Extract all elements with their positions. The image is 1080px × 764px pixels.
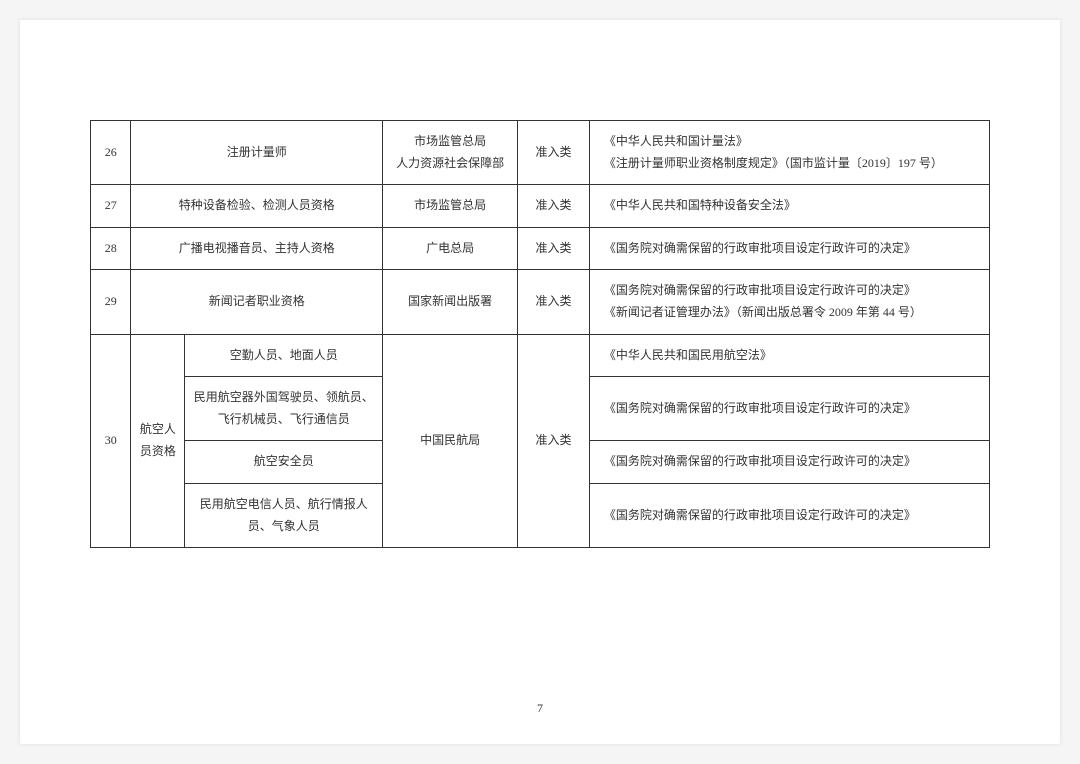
table-row: 26 注册计量师 市场监管总局人力资源社会保障部 准入类 《中华人民共和国计量法… (91, 121, 990, 185)
cell-sub-name: 民用航空器外国驾驶员、领航员、飞行机械员、飞行通信员 (185, 377, 383, 441)
cell-basis: 《国务院对确需保留的行政审批项目设定行政许可的决定》 (589, 483, 989, 547)
cell-dept: 市场监管总局人力资源社会保障部 (383, 121, 518, 185)
cell-basis: 《中华人民共和国民用航空法》 (589, 334, 989, 377)
cell-dept: 市场监管总局 (383, 185, 518, 228)
cell-num: 27 (91, 185, 131, 228)
cell-type: 准入类 (518, 334, 590, 548)
cell-group-name: 航空人员资格 (131, 334, 185, 548)
cell-sub-name: 空勤人员、地面人员 (185, 334, 383, 377)
cell-num: 28 (91, 227, 131, 270)
document-page: 26 注册计量师 市场监管总局人力资源社会保障部 准入类 《中华人民共和国计量法… (20, 20, 1060, 744)
cell-basis: 《国务院对确需保留的行政审批项目设定行政许可的决定》《新闻记者证管理办法》（新闻… (589, 270, 989, 334)
cell-basis: 《国务院对确需保留的行政审批项目设定行政许可的决定》 (589, 227, 989, 270)
cell-num: 29 (91, 270, 131, 334)
table-row: 30 航空人员资格 空勤人员、地面人员 中国民航局 准入类 《中华人民共和国民用… (91, 334, 990, 377)
cell-sub-name: 航空安全员 (185, 441, 383, 484)
cell-basis: 《中华人民共和国特种设备安全法》 (589, 185, 989, 228)
table-row: 29 新闻记者职业资格 国家新闻出版署 准入类 《国务院对确需保留的行政审批项目… (91, 270, 990, 334)
table-row: 27 特种设备检验、检测人员资格 市场监管总局 准入类 《中华人民共和国特种设备… (91, 185, 990, 228)
cell-type: 准入类 (518, 227, 590, 270)
cell-basis: 《国务院对确需保留的行政审批项目设定行政许可的决定》 (589, 377, 989, 441)
cell-type: 准入类 (518, 270, 590, 334)
cell-basis: 《中华人民共和国计量法》《注册计量师职业资格制度规定》（国市监计量〔2019〕1… (589, 121, 989, 185)
cell-name: 特种设备检验、检测人员资格 (131, 185, 383, 228)
cell-name: 新闻记者职业资格 (131, 270, 383, 334)
cell-basis: 《国务院对确需保留的行政审批项目设定行政许可的决定》 (589, 441, 989, 484)
qualification-table: 26 注册计量师 市场监管总局人力资源社会保障部 准入类 《中华人民共和国计量法… (90, 120, 990, 548)
cell-dept: 中国民航局 (383, 334, 518, 548)
cell-sub-name: 民用航空电信人员、航行情报人员、气象人员 (185, 483, 383, 547)
cell-num: 26 (91, 121, 131, 185)
page-number: 7 (20, 701, 1060, 716)
cell-num: 30 (91, 334, 131, 548)
cell-type: 准入类 (518, 185, 590, 228)
cell-name: 广播电视播音员、主持人资格 (131, 227, 383, 270)
cell-type: 准入类 (518, 121, 590, 185)
cell-dept: 广电总局 (383, 227, 518, 270)
table-row: 28 广播电视播音员、主持人资格 广电总局 准入类 《国务院对确需保留的行政审批… (91, 227, 990, 270)
cell-name: 注册计量师 (131, 121, 383, 185)
cell-dept: 国家新闻出版署 (383, 270, 518, 334)
